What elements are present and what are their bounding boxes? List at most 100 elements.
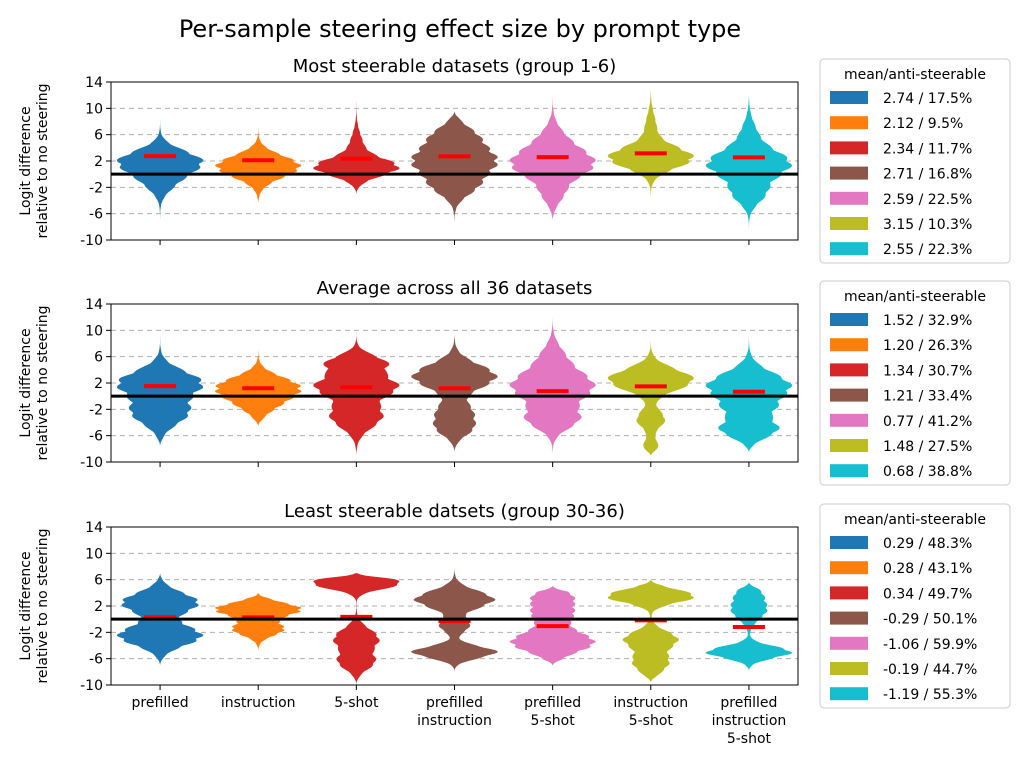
violin-4 — [411, 563, 498, 672]
x-category-label-line: 5-shot — [531, 713, 576, 729]
legend-swatch-7 — [830, 687, 868, 701]
legend-swatch-5 — [830, 413, 868, 427]
panel-title: Average across all 36 datasets — [317, 278, 593, 299]
y-axis-label-line: relative to no steering — [35, 305, 51, 460]
x-category-label-line: instruction — [417, 713, 492, 729]
y-tick-label: -2 — [89, 180, 103, 196]
legend-swatch-5 — [830, 191, 868, 205]
x-category-label-4: prefilled instruction — [417, 695, 492, 729]
x-category-label-line: prefilled — [524, 695, 581, 711]
panel-2: Average across all 36 datasets Logit diff… — [18, 278, 1011, 486]
legend-swatch-2 — [830, 561, 868, 575]
legend-label-7: 0.68 / 38.8% — [883, 464, 972, 480]
legend-label-2: 1.20 / 26.3% — [883, 338, 972, 354]
y-axis-label-line: Logit difference — [18, 551, 34, 660]
x-category-label-line: instruction — [613, 695, 688, 711]
y-tick-label: -6 — [89, 429, 103, 445]
y-tick-label: 10 — [85, 323, 103, 339]
x-axis-categories: prefilled instruction 5-shot prefilled instr… — [132, 695, 787, 747]
legend-label-5: 0.77 / 41.2% — [883, 414, 972, 430]
legend-label-6: 3.15 / 10.3% — [883, 217, 972, 233]
violin-3 — [313, 573, 400, 685]
y-tick-label: -6 — [89, 207, 103, 223]
legend-swatch-6 — [830, 662, 868, 675]
legend-swatch-4 — [830, 611, 868, 625]
y-axis-label: Logit differencerelative to no steering — [18, 528, 51, 683]
x-category-label-line: prefilled — [720, 695, 777, 711]
panel-title: Most steerable datasets (group 1-6) — [293, 56, 617, 77]
y-tick-label: -10 — [80, 678, 103, 694]
violin-1 — [116, 320, 204, 446]
x-category-label-5: prefilled 5-shot — [524, 695, 581, 729]
y-tick-label: 14 — [85, 520, 103, 536]
legend-title: mean/anti-steerable — [844, 289, 986, 305]
y-tick-label: -2 — [89, 402, 103, 418]
legend-swatch-3 — [830, 586, 868, 600]
y-tick-label: 14 — [85, 297, 103, 313]
y-tick-label: 6 — [94, 350, 103, 366]
y-tick-label: -2 — [89, 625, 103, 641]
legend-label-4: 2.71 / 16.8% — [883, 167, 972, 183]
legend: mean/anti-steerable 0.29 / 48.3% 0.28 / 43… — [819, 503, 1011, 709]
x-category-label-line: 5-shot — [334, 695, 379, 711]
legend-swatch-1 — [830, 91, 868, 104]
figure-title: Per-sample steering effect size by promp… — [179, 15, 741, 43]
violin-7 — [705, 95, 793, 231]
y-axis-label-line: relative to no steering — [35, 83, 51, 238]
x-category-label-6: instruction 5-shot — [613, 695, 688, 729]
x-category-label-line: 5-shot — [629, 713, 674, 729]
legend-swatch-7 — [830, 242, 868, 256]
x-category-label-1: prefilled — [132, 695, 189, 711]
violin-3 — [313, 98, 400, 194]
legend-label-1: 2.74 / 17.5% — [883, 91, 972, 107]
y-tick-label: 6 — [94, 573, 103, 589]
axes-frame — [110, 303, 799, 463]
legend-label-6: 1.48 / 27.5% — [883, 439, 972, 455]
violin-2 — [215, 343, 302, 426]
y-tick-label: -10 — [80, 233, 103, 249]
legend-label-1: 1.52 / 32.9% — [883, 313, 972, 329]
legend-swatch-6 — [830, 439, 868, 452]
x-category-label-line: 5-shot — [727, 731, 772, 747]
legend-box — [819, 58, 1011, 264]
legend-swatch-3 — [830, 363, 868, 377]
y-tick-label: 10 — [85, 101, 103, 117]
y-axis-label: Logit differencerelative to no steering — [18, 305, 51, 460]
y-axis-label-line: relative to no steering — [35, 528, 51, 683]
x-category-label-3: 5-shot — [334, 695, 379, 711]
legend-swatch-2 — [830, 116, 868, 130]
y-tick-label: 2 — [94, 154, 103, 170]
y-tick-label: 10 — [85, 546, 103, 562]
y-axis-label-line: Logit difference — [18, 328, 34, 437]
violin-5 — [509, 317, 596, 456]
legend-label-7: -1.19 / 55.3% — [883, 687, 977, 703]
y-tick-label: -6 — [89, 652, 103, 668]
legend-swatch-7 — [830, 464, 868, 478]
legend-label-3: 2.34 / 11.7% — [883, 141, 972, 157]
panels: Most steerable datasets (group 1-6) Logit… — [18, 56, 1011, 709]
violin-2 — [215, 592, 302, 653]
legend-label-3: 1.34 / 30.7% — [883, 363, 972, 379]
legend: mean/anti-steerable 2.74 / 17.5% 2.12 / 9.… — [819, 58, 1011, 264]
violin-6 — [607, 88, 694, 208]
legend-swatch-1 — [830, 536, 868, 549]
x-category-label-line: instruction — [712, 713, 787, 729]
y-tick-label: 14 — [85, 75, 103, 91]
y-tick-label: -10 — [80, 455, 103, 471]
y-tick-label: 2 — [94, 599, 103, 615]
legend-box — [819, 503, 1011, 709]
y-axis-label: Logit differencerelative to no steering — [18, 83, 51, 238]
legend-swatch-1 — [830, 313, 868, 326]
legend-label-3: 0.34 / 49.7% — [883, 586, 972, 602]
legend-swatch-6 — [830, 217, 868, 230]
y-tick-label: 2 — [94, 376, 103, 392]
legend-label-6: -0.19 / 44.7% — [883, 662, 977, 678]
x-category-label-line: instruction — [221, 695, 296, 711]
legend-label-1: 0.29 / 48.3% — [883, 536, 972, 552]
x-category-label-line: prefilled — [132, 695, 189, 711]
legend-swatch-2 — [830, 338, 868, 352]
violin-1 — [116, 98, 204, 224]
violin-4 — [411, 111, 498, 227]
axes-frame — [110, 81, 799, 241]
